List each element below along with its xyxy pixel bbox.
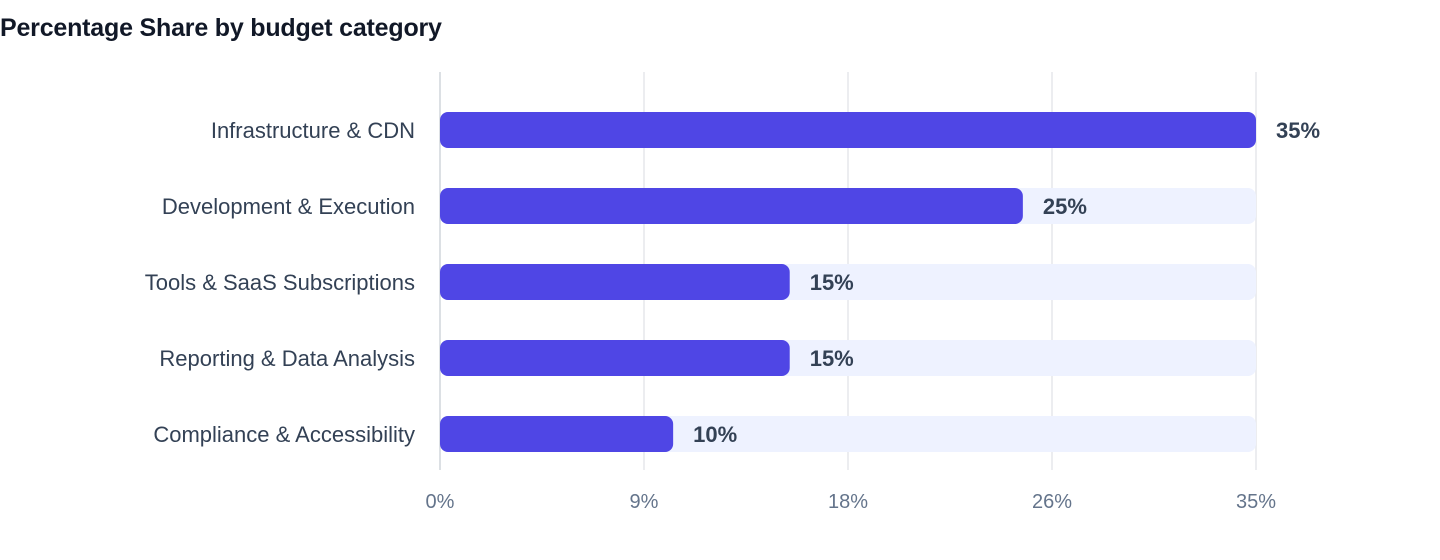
- category-labels: Infrastructure & CDN Development & Execut…: [145, 118, 415, 447]
- bar-value-label: 15%: [810, 270, 854, 295]
- category-label: Infrastructure & CDN: [211, 118, 415, 143]
- x-tick-label: 9%: [630, 491, 659, 513]
- category-label: Tools & SaaS Subscriptions: [145, 270, 415, 295]
- x-tick-label: 26%: [1032, 491, 1072, 513]
- x-axis-tick-labels: 0% 9% 18% 26% 35%: [426, 491, 1277, 513]
- bar-value-label: 35%: [1276, 118, 1320, 143]
- x-tick-label: 0%: [426, 491, 455, 513]
- bar-value-label: 25%: [1043, 194, 1087, 219]
- x-tick-label: 35%: [1236, 491, 1276, 513]
- category-label: Compliance & Accessibility: [153, 422, 415, 447]
- bar: [440, 188, 1023, 224]
- bar-value-label: 10%: [693, 422, 737, 447]
- category-label: Development & Execution: [162, 194, 415, 219]
- bar: [440, 264, 790, 300]
- category-label: Reporting & Data Analysis: [159, 346, 415, 371]
- chart-title: Percentage Share by budget category: [0, 14, 442, 42]
- bar: [440, 340, 790, 376]
- bars: 35% 25% 15% 15% 10%: [440, 112, 1320, 452]
- x-tick-label: 18%: [828, 491, 868, 513]
- bar: [440, 416, 674, 452]
- bar: [440, 112, 1256, 148]
- bar-value-label: 15%: [810, 346, 854, 371]
